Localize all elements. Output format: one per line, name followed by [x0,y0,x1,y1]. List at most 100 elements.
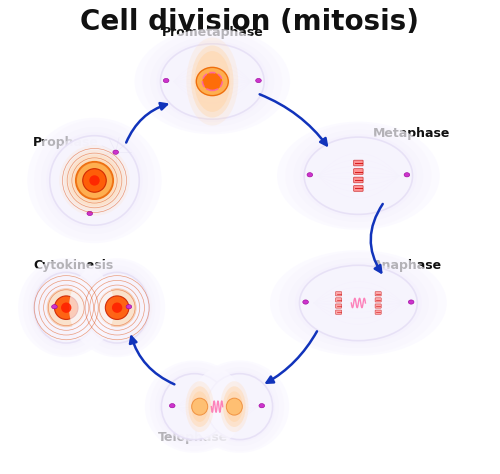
Ellipse shape [256,78,262,82]
Ellipse shape [304,137,412,214]
Ellipse shape [98,289,136,327]
Ellipse shape [82,169,106,192]
FancyBboxPatch shape [375,292,381,296]
FancyArrowPatch shape [266,331,317,383]
Ellipse shape [32,270,101,346]
Ellipse shape [285,124,432,228]
Ellipse shape [85,273,149,343]
Ellipse shape [208,388,227,426]
FancyArrowPatch shape [370,204,382,273]
Ellipse shape [40,282,92,334]
Ellipse shape [82,270,152,346]
Ellipse shape [31,273,102,343]
Text: Cytokinesis: Cytokinesis [33,259,114,272]
Ellipse shape [68,155,120,206]
Text: Prometaphase: Prometaphase [162,26,263,39]
Ellipse shape [134,29,290,134]
Ellipse shape [91,282,143,334]
FancyBboxPatch shape [354,177,363,183]
Ellipse shape [69,258,165,357]
Ellipse shape [87,211,92,216]
Ellipse shape [307,173,312,177]
Ellipse shape [150,362,239,451]
Ellipse shape [74,260,160,356]
Ellipse shape [194,51,230,112]
Ellipse shape [190,360,289,453]
Ellipse shape [294,129,424,222]
Ellipse shape [23,260,110,356]
Ellipse shape [160,44,264,119]
Ellipse shape [202,73,222,91]
Text: Telophase: Telophase [158,431,228,444]
Ellipse shape [36,277,97,338]
Ellipse shape [156,41,268,122]
Ellipse shape [90,175,100,186]
Ellipse shape [74,159,116,201]
Text: Cell division (mitosis): Cell division (mitosis) [80,9,419,36]
Ellipse shape [186,381,214,432]
Text: Metaphase: Metaphase [372,127,450,140]
FancyBboxPatch shape [336,298,342,302]
Ellipse shape [78,265,156,350]
Ellipse shape [112,302,122,313]
Ellipse shape [170,403,175,408]
Ellipse shape [186,37,238,126]
Ellipse shape [192,398,208,415]
Ellipse shape [195,362,284,451]
FancyBboxPatch shape [354,186,363,191]
Ellipse shape [226,392,243,422]
Ellipse shape [48,289,85,327]
FancyArrowPatch shape [126,103,167,143]
FancyArrowPatch shape [130,337,174,384]
Ellipse shape [226,398,242,415]
FancyArrowPatch shape [260,94,327,146]
Ellipse shape [86,277,148,338]
Ellipse shape [52,305,58,309]
Ellipse shape [404,173,409,177]
Ellipse shape [50,136,140,225]
Ellipse shape [277,122,440,230]
Ellipse shape [145,360,244,453]
Ellipse shape [259,403,264,408]
Ellipse shape [191,46,234,118]
Ellipse shape [206,374,272,439]
Ellipse shape [270,250,446,356]
Ellipse shape [59,145,130,216]
Ellipse shape [28,265,104,350]
Ellipse shape [295,262,422,344]
Ellipse shape [61,302,72,313]
Ellipse shape [164,78,169,82]
Ellipse shape [34,273,98,343]
FancyBboxPatch shape [375,298,381,302]
Ellipse shape [150,36,274,127]
FancyBboxPatch shape [336,310,342,314]
FancyBboxPatch shape [336,292,342,296]
Ellipse shape [279,252,438,354]
Ellipse shape [45,286,88,329]
Ellipse shape [96,286,138,329]
Ellipse shape [126,305,132,309]
Ellipse shape [64,150,125,211]
FancyBboxPatch shape [375,304,381,308]
Ellipse shape [41,127,148,234]
Ellipse shape [46,132,143,229]
Ellipse shape [303,300,308,304]
Ellipse shape [196,67,228,96]
Text: Anaphase: Anaphase [372,259,442,272]
Ellipse shape [155,367,234,446]
Ellipse shape [159,371,230,442]
Ellipse shape [223,386,246,427]
Ellipse shape [82,273,152,343]
Ellipse shape [188,386,211,427]
Ellipse shape [162,374,228,439]
Ellipse shape [18,258,114,357]
Ellipse shape [408,300,414,304]
Ellipse shape [76,162,114,199]
Ellipse shape [113,150,118,155]
Ellipse shape [34,120,155,241]
Ellipse shape [288,258,429,348]
FancyBboxPatch shape [336,304,342,308]
Ellipse shape [200,367,279,446]
FancyBboxPatch shape [375,310,381,314]
Ellipse shape [300,134,417,218]
